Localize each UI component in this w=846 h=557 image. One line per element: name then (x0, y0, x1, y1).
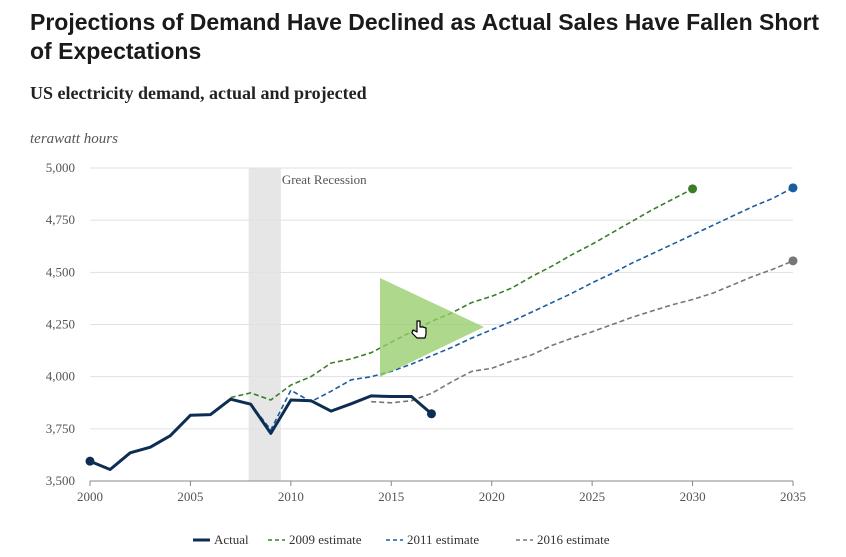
legend-label-2011-estimate: 2011 estimate (407, 532, 479, 547)
chart-subtitle: US electricity demand, actual and projec… (30, 83, 367, 103)
y-tick-label: 4,750 (46, 212, 75, 227)
x-tick-label: 2000 (77, 489, 103, 504)
x-tick-label: 2020 (479, 489, 505, 504)
legend-label-actual: Actual (214, 532, 249, 547)
series-line-2009-estimate (230, 188, 693, 401)
series-line-actual (89, 394, 433, 471)
series-end-marker-2016-estimate (788, 256, 798, 266)
legend-label-2009-estimate: 2009 estimate (289, 532, 362, 547)
chart-title: Projections of Demand Have Declined as A… (30, 9, 820, 64)
series-end-marker-actual (426, 409, 436, 419)
y-tick-label: 3,500 (46, 473, 75, 488)
x-tick-label: 2015 (378, 489, 404, 504)
x-tick-label: 2005 (177, 489, 203, 504)
unit-label: terawatt hours (30, 131, 118, 147)
y-tick-label: 4,250 (46, 317, 75, 332)
x-tick-label: 2030 (680, 489, 706, 504)
series-line-2011-estimate (250, 187, 794, 431)
play-icon[interactable] (380, 278, 484, 377)
recession-label: Great Recession (282, 172, 367, 187)
x-tick-label: 2025 (579, 489, 605, 504)
y-tick-label: 4,500 (46, 264, 75, 279)
x-tick-label: 2035 (780, 489, 806, 504)
series-start-marker-actual (85, 456, 95, 466)
y-tick-label: 3,750 (46, 421, 75, 436)
y-tick-label: 5,000 (46, 160, 75, 175)
series-line-2016-estimate (371, 260, 794, 404)
y-tick-label: 4,000 (46, 369, 75, 384)
series-end-marker-2009-estimate (688, 184, 698, 194)
x-tick-label: 2010 (278, 489, 304, 504)
series-end-marker-2011-estimate (788, 183, 798, 193)
legend-label-2016-estimate: 2016 estimate (537, 532, 610, 547)
hand-cursor-icon (411, 320, 427, 339)
